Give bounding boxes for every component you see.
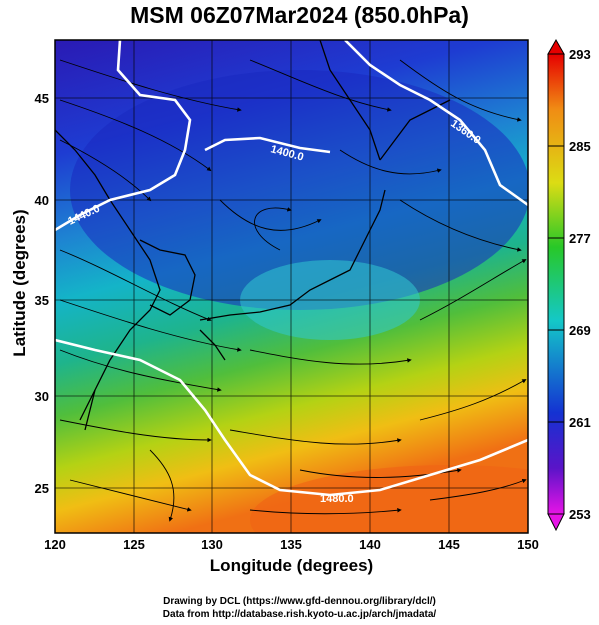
x-tick-label: 140 bbox=[359, 537, 381, 552]
colorbar-tick-label: 253 bbox=[569, 507, 591, 522]
colorbar-tick-label: 269 bbox=[569, 323, 591, 338]
height-contours bbox=[55, 40, 528, 497]
colorbar-tick-label: 277 bbox=[569, 231, 591, 246]
drawing-credit: Drawing by DCL (https://www.gfd-dennou.o… bbox=[163, 596, 436, 607]
map-plot: 1400.0 1360.0 1480.0 1440.0 120 125 130 … bbox=[35, 38, 591, 552]
x-tick-label: 145 bbox=[438, 537, 460, 552]
y-tick-label: 45 bbox=[35, 91, 49, 106]
y-axis-label: Latitude (degrees) bbox=[10, 209, 29, 357]
x-axis-label: Longitude (degrees) bbox=[209, 556, 374, 575]
streamlines bbox=[59, 59, 527, 522]
y-axis: 25 30 35 40 45 bbox=[35, 91, 49, 496]
x-tick-label: 130 bbox=[201, 537, 223, 552]
colorbar-top-arrow bbox=[547, 38, 565, 55]
colorbar-tick-label: 293 bbox=[569, 47, 591, 62]
plot-frame bbox=[54, 39, 529, 534]
colorbar-bottom-arrow bbox=[547, 513, 565, 532]
x-tick-label: 150 bbox=[517, 537, 539, 552]
plot-area: 1400.0 1360.0 1480.0 1440.0 bbox=[54, 39, 529, 534]
x-tick-label: 120 bbox=[44, 537, 66, 552]
colorbar: 293 285 277 269 261 253 bbox=[547, 38, 591, 532]
cold-pool bbox=[70, 70, 528, 310]
y-tick-label: 30 bbox=[35, 389, 49, 404]
y-tick-label: 35 bbox=[35, 293, 49, 308]
grid-lines bbox=[55, 40, 528, 533]
contour-label: 1480.0 bbox=[320, 493, 354, 505]
colorbar-tick-label: 285 bbox=[569, 139, 591, 154]
colorbar-tick-label: 261 bbox=[569, 415, 591, 430]
x-tick-label: 125 bbox=[123, 537, 145, 552]
x-axis: 120 125 130 135 140 145 150 bbox=[44, 537, 539, 552]
data-credit: Data from http://database.rish.kyoto-u.a… bbox=[162, 609, 437, 620]
warm-pool bbox=[250, 465, 528, 533]
x-tick-label: 135 bbox=[280, 537, 302, 552]
colorbar-scale bbox=[547, 53, 565, 515]
y-tick-label: 25 bbox=[35, 481, 49, 496]
chart-title: MSM 06Z07Mar2024 (850.0hPa) bbox=[130, 2, 469, 28]
y-tick-label: 40 bbox=[35, 193, 49, 208]
coastlines bbox=[55, 40, 451, 431]
